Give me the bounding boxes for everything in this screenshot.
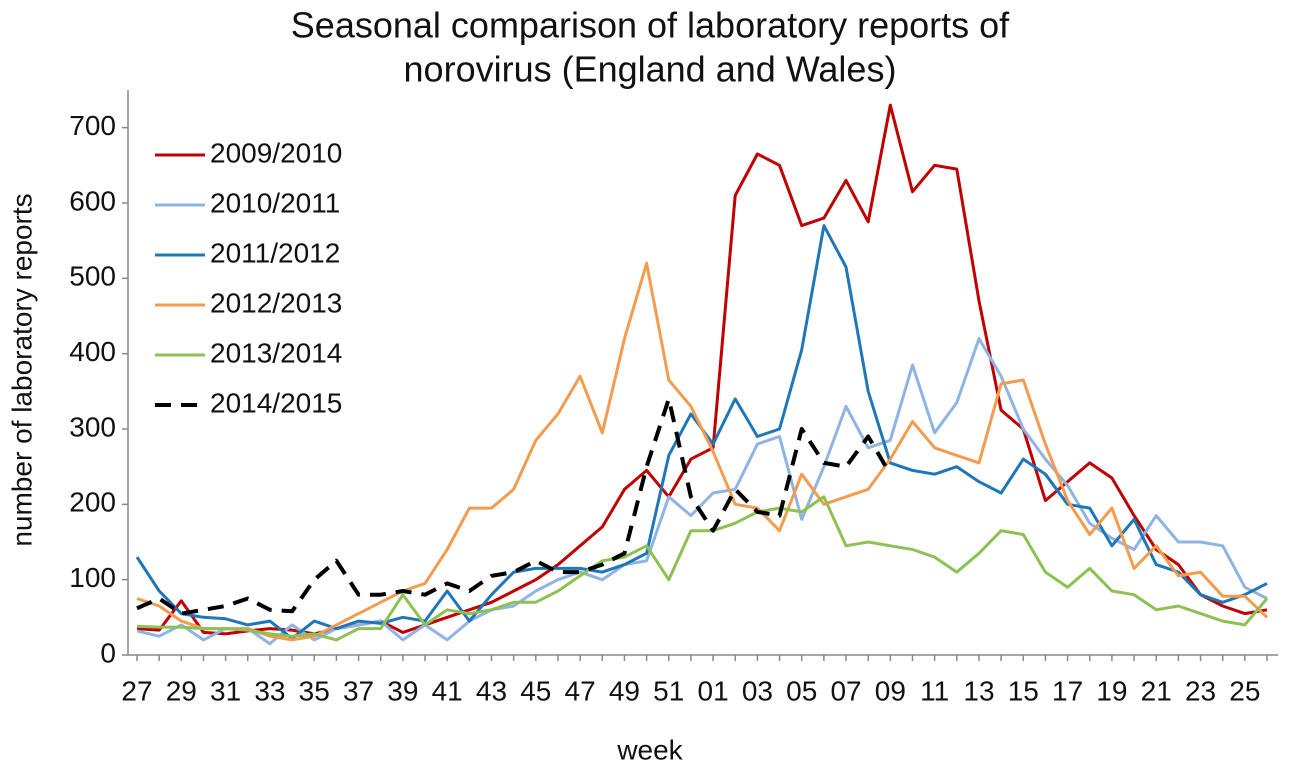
- x-tick-label: 27: [121, 675, 152, 706]
- legend-label: 2009/2010: [210, 137, 342, 168]
- y-tick-label: 700: [69, 110, 116, 141]
- x-tick-label: 21: [1141, 675, 1172, 706]
- series-line: [136, 261, 1269, 642]
- x-tick-label: 31: [210, 675, 241, 706]
- x-tick-label: 25: [1229, 675, 1260, 706]
- legend-label: 2013/2014: [210, 337, 342, 368]
- y-tick-label: 300: [69, 411, 116, 442]
- x-tick-label: 29: [166, 675, 197, 706]
- x-tick-label: 41: [432, 675, 463, 706]
- x-tick-label: 51: [653, 675, 684, 706]
- chart-title: Seasonal comparison of laboratory report…: [291, 5, 1010, 46]
- y-tick-label: 600: [69, 185, 116, 216]
- legend-label: 2012/2013: [210, 287, 342, 318]
- x-tick-label: 19: [1096, 675, 1127, 706]
- y-tick-label: 200: [69, 487, 116, 518]
- x-tick-label: 13: [963, 675, 994, 706]
- x-tick-label: 35: [299, 675, 330, 706]
- x-tick-label: 43: [476, 675, 507, 706]
- y-tick-label: 500: [69, 261, 116, 292]
- x-tick-label: 11: [920, 675, 949, 706]
- x-tick-label: 07: [830, 675, 861, 706]
- x-tick-label: 03: [742, 675, 773, 706]
- y-axis-label: number of laboratory reports: [6, 193, 37, 546]
- y-tick-label: 400: [69, 336, 116, 367]
- legend-label: 2010/2011: [210, 187, 340, 218]
- x-tick-label: 01: [698, 675, 729, 706]
- legend-label: 2011/2012: [210, 237, 340, 268]
- x-tick-label: 23: [1185, 675, 1216, 706]
- x-tick-label: 15: [1008, 675, 1039, 706]
- x-tick-label: 17: [1052, 675, 1083, 706]
- x-tick-label: 47: [565, 675, 596, 706]
- y-tick-label: 100: [69, 562, 116, 593]
- series-line: [136, 337, 1268, 646]
- series-line: [136, 495, 1269, 642]
- x-tick-label: 09: [875, 675, 906, 706]
- x-tick-label: 37: [343, 675, 374, 706]
- series-line: [136, 103, 1268, 636]
- legend-label: 2014/2015: [210, 387, 342, 418]
- x-axis-label: week: [616, 734, 683, 765]
- x-tick-label: 33: [254, 675, 285, 706]
- series-line: [136, 396, 893, 616]
- chart-subtitle: norovirus (England and Wales): [404, 49, 897, 90]
- x-tick-label: 45: [520, 675, 551, 706]
- x-tick-label: 49: [609, 675, 640, 706]
- y-tick-label: 0: [100, 637, 116, 668]
- x-tick-label: 39: [387, 675, 418, 706]
- x-tick-label: 05: [786, 675, 817, 706]
